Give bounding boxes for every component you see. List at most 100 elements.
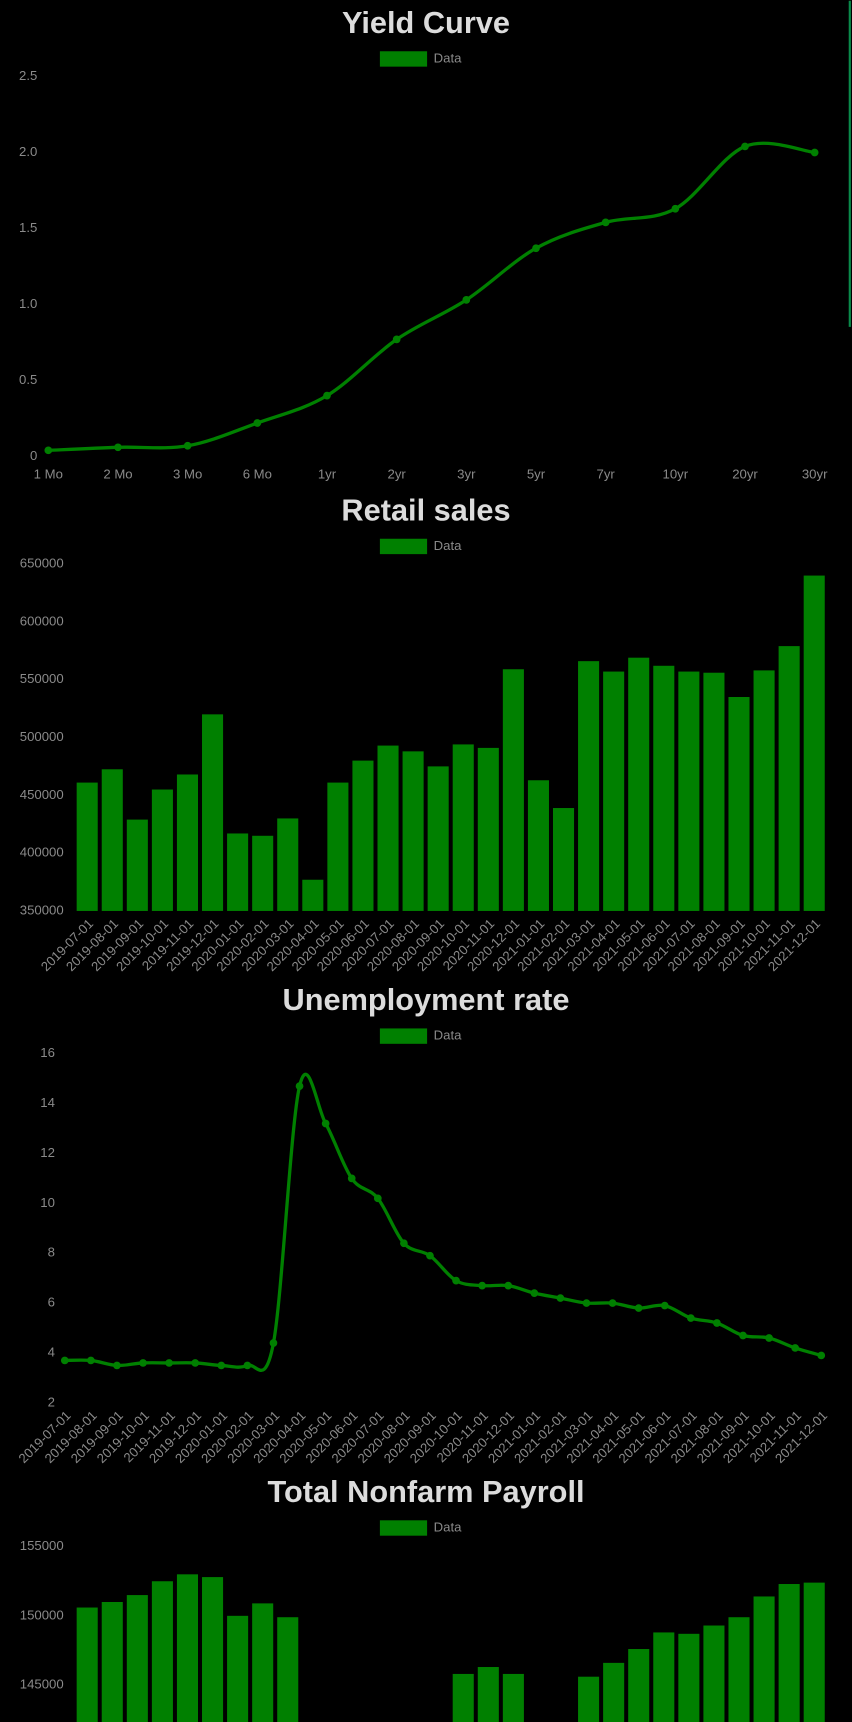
x-tick-label: 1yr xyxy=(318,467,337,482)
bar xyxy=(427,766,449,911)
bar xyxy=(126,1595,148,1722)
bar xyxy=(151,789,173,911)
y-tick-label: 16 xyxy=(40,1045,55,1060)
bar xyxy=(578,1676,600,1722)
point xyxy=(601,218,610,227)
y-tick-label: 2.5 xyxy=(19,68,37,83)
bar xyxy=(202,714,224,911)
bar xyxy=(803,575,825,911)
point xyxy=(114,443,122,452)
y-tick-label: 0 xyxy=(30,448,37,463)
y-tick-label: 650000 xyxy=(20,555,64,570)
point xyxy=(741,142,749,151)
bar xyxy=(653,1632,675,1722)
bar xyxy=(176,774,199,911)
point xyxy=(810,148,819,157)
bar xyxy=(477,747,499,911)
point xyxy=(243,1361,252,1370)
y-tick-label: 145000 xyxy=(20,1676,64,1691)
bar xyxy=(352,760,374,911)
legend-swatch xyxy=(379,538,428,555)
y-tick-label: 450000 xyxy=(20,787,64,802)
point xyxy=(373,1194,382,1203)
y-tick-label: 500000 xyxy=(20,729,64,744)
point xyxy=(660,1301,669,1310)
x-tick-label: 3 Mo xyxy=(173,467,202,482)
x-tick-label: 1 Mo xyxy=(34,467,63,482)
chart-title: Yield Curve xyxy=(342,5,510,40)
y-tick-label: 155000 xyxy=(20,1538,64,1553)
bar xyxy=(678,671,700,911)
point xyxy=(323,391,331,400)
bar xyxy=(202,1577,224,1722)
bar xyxy=(728,1617,750,1722)
point xyxy=(347,1174,356,1183)
x-tick-label: 10yr xyxy=(663,467,689,482)
bar xyxy=(628,657,650,911)
bar xyxy=(703,1625,725,1722)
y-tick-label: 0.5 xyxy=(19,372,37,387)
y-tick-label: 1.0 xyxy=(19,296,37,311)
bar xyxy=(628,1649,650,1722)
bar xyxy=(126,819,148,911)
bar xyxy=(603,1662,625,1722)
point xyxy=(269,1339,278,1347)
bar xyxy=(552,808,575,911)
point xyxy=(713,1319,721,1327)
x-tick-label: 30yr xyxy=(802,467,828,482)
x-tick-label: 6 Mo xyxy=(243,467,272,482)
bar xyxy=(76,782,98,911)
bar xyxy=(778,1584,800,1722)
bar xyxy=(603,671,625,911)
legend-swatch xyxy=(379,51,428,67)
point xyxy=(791,1344,800,1352)
bar xyxy=(227,833,249,911)
bar xyxy=(277,818,299,911)
point xyxy=(295,1082,304,1090)
point xyxy=(608,1299,617,1307)
chart-title: Unemployment rate xyxy=(283,982,570,1017)
point xyxy=(556,1294,565,1302)
point xyxy=(478,1281,486,1290)
point xyxy=(452,1276,460,1285)
y-tick-label: 2.0 xyxy=(19,144,37,159)
legend-label: Data xyxy=(434,50,462,65)
bar xyxy=(753,1596,775,1722)
y-tick-label: 8 xyxy=(48,1245,55,1260)
x-tick-label: 3yr xyxy=(457,467,476,482)
point xyxy=(400,1239,408,1248)
bar xyxy=(252,1603,274,1722)
point xyxy=(191,1359,200,1367)
bar xyxy=(327,782,349,911)
x-tick-label: 5yr xyxy=(527,467,546,482)
bar xyxy=(252,835,274,911)
x-tick-label: 2 Mo xyxy=(103,467,132,482)
bar xyxy=(502,1673,524,1722)
legend-label: Data xyxy=(434,538,462,553)
y-tick-label: 12 xyxy=(40,1145,55,1160)
point xyxy=(139,1359,147,1367)
bar xyxy=(302,879,324,911)
point xyxy=(532,244,540,253)
bar xyxy=(101,1601,123,1722)
bar xyxy=(728,697,750,911)
legend-label: Data xyxy=(434,1519,462,1534)
point xyxy=(87,1356,95,1365)
bar xyxy=(377,745,399,911)
point xyxy=(426,1251,434,1260)
bar xyxy=(477,1667,499,1722)
point xyxy=(392,335,401,344)
y-tick-label: 1.5 xyxy=(19,220,37,235)
point xyxy=(671,204,680,213)
y-tick-label: 600000 xyxy=(20,613,64,628)
bar xyxy=(502,669,524,911)
point xyxy=(44,446,53,455)
point xyxy=(60,1356,69,1365)
point xyxy=(504,1281,513,1290)
point xyxy=(739,1331,747,1340)
y-tick-label: 14 xyxy=(40,1095,55,1110)
legend-label: Data xyxy=(434,1028,462,1043)
bar xyxy=(578,661,600,911)
